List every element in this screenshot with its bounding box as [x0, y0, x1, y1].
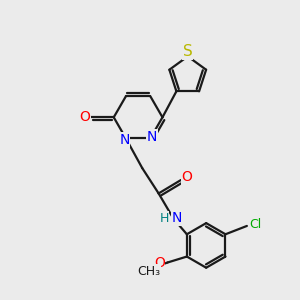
Text: O: O: [154, 256, 165, 270]
Text: N: N: [119, 133, 130, 147]
Text: Cl: Cl: [249, 218, 261, 231]
Text: N: N: [172, 211, 182, 225]
Text: O: O: [182, 170, 192, 184]
Text: N: N: [147, 130, 157, 144]
Text: H: H: [159, 212, 169, 225]
Text: O: O: [80, 110, 90, 124]
Text: CH₃: CH₃: [137, 265, 160, 278]
Text: S: S: [183, 44, 193, 59]
